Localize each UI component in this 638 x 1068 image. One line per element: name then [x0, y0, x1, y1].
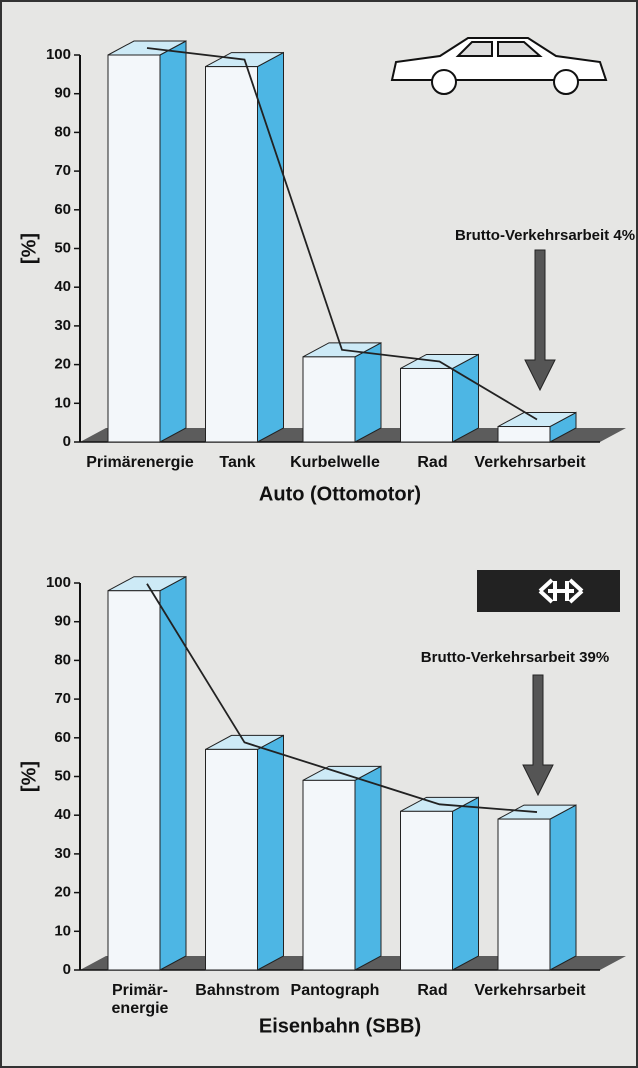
y-tick-label: 80 — [54, 651, 71, 668]
trend-line — [146, 583, 538, 813]
y-tick-label: 30 — [54, 845, 71, 862]
x-tick-label: Verkehrsarbeit — [474, 454, 586, 471]
y-tick-label: 50 — [54, 767, 71, 784]
bar-front — [107, 590, 161, 971]
x-tick-label: Rad — [417, 982, 448, 999]
x-tick-label: Pantograph — [290, 982, 380, 999]
car-icon — [390, 37, 608, 95]
x-tick-label: Bahnstrom — [195, 982, 280, 999]
bar-side — [354, 765, 382, 971]
y-tick-label: 70 — [54, 162, 71, 179]
y-tick-label: 10 — [54, 922, 71, 939]
y-axis-label: [%] — [18, 761, 40, 792]
y-tick-label: 50 — [54, 239, 71, 256]
y-tick-label: 70 — [54, 690, 71, 707]
arrow — [522, 674, 554, 797]
chart-title: Eisenbahn (SBB) — [259, 1015, 421, 1037]
y-tick-label: 40 — [54, 278, 71, 295]
bar-side — [257, 734, 284, 971]
bar-side — [159, 575, 187, 971]
y-tick-label: 40 — [54, 806, 71, 823]
bar-side — [452, 353, 479, 443]
bar-front — [107, 54, 161, 443]
y-tick-label: 30 — [54, 317, 71, 334]
bar-front — [205, 748, 258, 971]
arrow — [524, 249, 556, 392]
y-tick-label: 60 — [54, 201, 71, 218]
x-tick-label: Rad — [417, 454, 448, 471]
y-tick-label: 80 — [54, 123, 71, 140]
trend-line — [146, 47, 538, 421]
x-tick-label: Tank — [219, 454, 256, 471]
y-tick-label: 0 — [63, 433, 71, 450]
y-tick-label: 0 — [63, 961, 71, 978]
y-axis-label: [%] — [18, 233, 40, 264]
annotation: Brutto-Verkehrsarbeit 4% — [455, 227, 635, 244]
bar-front — [497, 818, 551, 971]
y-tick-label: 100 — [46, 574, 71, 591]
bar-front — [400, 810, 453, 971]
y-tick-label: 20 — [54, 884, 71, 901]
annotation: Brutto-Verkehrsarbeit 39% — [421, 649, 609, 666]
bar-front — [302, 356, 356, 443]
y-tick-label: 60 — [54, 729, 71, 746]
bar-side — [354, 342, 382, 443]
y-tick-label: 90 — [54, 85, 71, 102]
sbb-logo — [477, 570, 620, 612]
bar-front — [205, 66, 258, 443]
y-tick-label: 10 — [54, 394, 71, 411]
x-tick-label: Kurbelwelle — [290, 454, 380, 471]
y-tick-label: 90 — [54, 613, 71, 630]
bar-side — [549, 804, 577, 971]
x-tick-label: Verkehrsarbeit — [474, 982, 586, 999]
x-tick-label: Primärenergie — [86, 454, 194, 471]
bar-front — [497, 426, 551, 443]
bar-front — [302, 779, 356, 971]
bar-side — [159, 40, 187, 443]
bar-front — [400, 367, 453, 443]
x-tick-label: Primär- energie — [111, 982, 169, 1017]
chart-title: Auto (Ottomotor) — [259, 483, 421, 505]
y-tick-label: 100 — [46, 46, 71, 63]
bar-side — [452, 796, 479, 971]
y-tick-label: 20 — [54, 356, 71, 373]
